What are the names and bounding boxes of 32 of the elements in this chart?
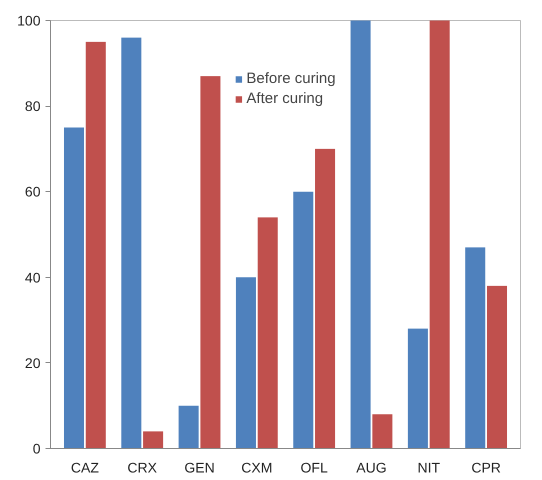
y-tick-label: 80: [24, 98, 41, 114]
bar: [372, 414, 392, 448]
y-tick-label: 40: [24, 269, 41, 286]
bar: [258, 217, 278, 448]
x-tick-label: CAZ: [70, 460, 100, 476]
x-tick-label: NIT: [418, 460, 441, 476]
bar: [236, 277, 256, 448]
x-tick-label: CXM: [241, 460, 272, 476]
y-tick-label: 20: [24, 354, 41, 371]
y-tick-label: 100: [17, 12, 41, 28]
bar: [293, 192, 314, 448]
y-tick-label: 0: [32, 440, 41, 456]
x-tick-label: CPR: [471, 460, 501, 476]
y-tick-label: 60: [24, 184, 41, 200]
x-tick-label: AUG: [356, 460, 387, 476]
bar: [178, 406, 199, 448]
bar: [315, 148, 336, 448]
bar: [408, 328, 428, 448]
legend-label: After curing: [246, 90, 324, 107]
bar: [430, 20, 450, 448]
bar: [486, 286, 508, 448]
bar: [64, 128, 84, 448]
bar: [350, 20, 371, 448]
legend-label: Before curing: [246, 70, 336, 87]
x-tick-label: CRX: [127, 460, 158, 476]
x-tick-label: GEN: [184, 460, 215, 476]
bar: [465, 247, 486, 448]
bar: [143, 431, 164, 448]
bar: [121, 38, 142, 448]
bar: [200, 76, 220, 448]
bar: [86, 42, 106, 448]
x-tick-label: OFL: [300, 460, 328, 476]
